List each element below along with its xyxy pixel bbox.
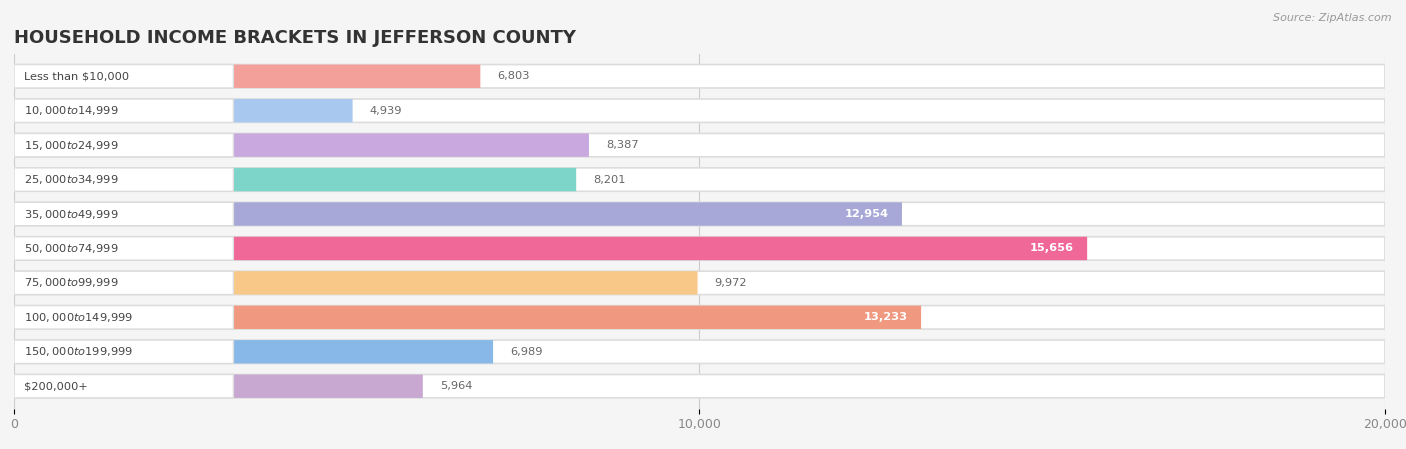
FancyBboxPatch shape <box>14 133 233 157</box>
Text: 8,387: 8,387 <box>606 140 638 150</box>
FancyBboxPatch shape <box>14 168 233 191</box>
FancyBboxPatch shape <box>14 340 494 364</box>
FancyBboxPatch shape <box>14 202 903 226</box>
Text: HOUSEHOLD INCOME BRACKETS IN JEFFERSON COUNTY: HOUSEHOLD INCOME BRACKETS IN JEFFERSON C… <box>14 29 576 47</box>
FancyBboxPatch shape <box>14 99 353 123</box>
FancyBboxPatch shape <box>14 202 1385 226</box>
FancyBboxPatch shape <box>14 168 1385 191</box>
FancyBboxPatch shape <box>14 237 1087 260</box>
FancyBboxPatch shape <box>14 99 1385 123</box>
FancyBboxPatch shape <box>14 271 697 295</box>
Text: $15,000 to $24,999: $15,000 to $24,999 <box>24 139 120 152</box>
Text: 5,964: 5,964 <box>440 381 472 391</box>
Text: 4,939: 4,939 <box>370 106 402 116</box>
Text: $50,000 to $74,999: $50,000 to $74,999 <box>24 242 120 255</box>
FancyBboxPatch shape <box>14 306 1385 329</box>
FancyBboxPatch shape <box>14 237 1385 260</box>
Text: 13,233: 13,233 <box>863 313 907 322</box>
FancyBboxPatch shape <box>14 340 233 364</box>
FancyBboxPatch shape <box>14 374 1385 398</box>
FancyBboxPatch shape <box>14 306 921 329</box>
Text: Less than $10,000: Less than $10,000 <box>24 71 129 81</box>
Text: 8,201: 8,201 <box>593 175 626 185</box>
FancyBboxPatch shape <box>14 374 233 398</box>
FancyBboxPatch shape <box>14 168 576 191</box>
FancyBboxPatch shape <box>14 340 1385 364</box>
FancyBboxPatch shape <box>14 306 233 329</box>
Text: $150,000 to $199,999: $150,000 to $199,999 <box>24 345 134 358</box>
FancyBboxPatch shape <box>14 271 1385 295</box>
FancyBboxPatch shape <box>14 65 1385 88</box>
FancyBboxPatch shape <box>14 99 233 123</box>
FancyBboxPatch shape <box>14 237 233 260</box>
Text: $200,000+: $200,000+ <box>24 381 89 391</box>
Text: $35,000 to $49,999: $35,000 to $49,999 <box>24 207 120 220</box>
FancyBboxPatch shape <box>14 271 233 295</box>
FancyBboxPatch shape <box>14 65 481 88</box>
FancyBboxPatch shape <box>14 202 233 226</box>
FancyBboxPatch shape <box>14 133 1385 157</box>
Text: $10,000 to $14,999: $10,000 to $14,999 <box>24 104 120 117</box>
Text: $100,000 to $149,999: $100,000 to $149,999 <box>24 311 134 324</box>
FancyBboxPatch shape <box>14 65 233 88</box>
Text: Source: ZipAtlas.com: Source: ZipAtlas.com <box>1274 13 1392 23</box>
Text: 9,972: 9,972 <box>714 278 747 288</box>
Text: 12,954: 12,954 <box>844 209 889 219</box>
Text: 6,803: 6,803 <box>498 71 530 81</box>
Text: $25,000 to $34,999: $25,000 to $34,999 <box>24 173 120 186</box>
Text: $75,000 to $99,999: $75,000 to $99,999 <box>24 277 120 290</box>
Text: 15,656: 15,656 <box>1029 243 1073 253</box>
FancyBboxPatch shape <box>14 374 423 398</box>
FancyBboxPatch shape <box>14 133 589 157</box>
Text: 6,989: 6,989 <box>510 347 543 357</box>
